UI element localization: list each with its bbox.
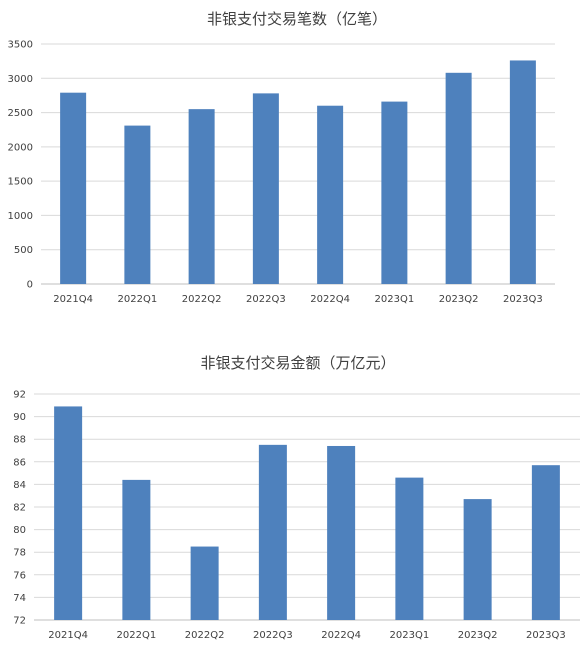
y-tick-label: 3500 xyxy=(8,40,33,51)
bar-2022Q2 xyxy=(188,109,215,285)
chart-title: 非银支付交易金额（万亿元） xyxy=(200,354,395,372)
bar-2023Q2 xyxy=(463,499,492,620)
x-tick-label: 2023Q1 xyxy=(375,294,415,305)
bar-2023Q3 xyxy=(531,465,560,620)
y-tick-label: 1500 xyxy=(8,177,33,188)
x-tick-label: 2023Q2 xyxy=(439,294,479,305)
y-tick-label: 76 xyxy=(13,570,26,581)
y-tick-label: 86 xyxy=(13,457,26,468)
y-tick-label: 500 xyxy=(14,245,33,256)
x-tick-label: 2022Q2 xyxy=(182,294,222,305)
bar-2022Q1 xyxy=(124,125,151,284)
x-tick-label: 2022Q3 xyxy=(246,294,286,305)
x-tick-label: 2023Q3 xyxy=(526,630,566,641)
x-tick-label: 2021Q4 xyxy=(53,294,93,305)
bar-2022Q3 xyxy=(258,444,287,620)
y-tick-label: 90 xyxy=(13,412,26,423)
y-tick-label: 72 xyxy=(13,616,26,627)
y-tick-label: 92 xyxy=(13,390,26,401)
x-tick-label: 2021Q4 xyxy=(48,630,88,641)
bar-2023Q3 xyxy=(509,60,536,285)
x-tick-label: 2022Q1 xyxy=(117,630,157,641)
y-tick-label: 88 xyxy=(13,435,26,446)
y-tick-label: 82 xyxy=(13,503,26,514)
x-tick-label: 2022Q1 xyxy=(118,294,158,305)
bar-2021Q4 xyxy=(54,406,83,620)
transaction-count-chart-svg: 非银支付交易笔数（亿笔） 0 500 1000 1500 2000 2500 3000 350… xyxy=(8,10,555,305)
x-tick-label: 2022Q4 xyxy=(310,294,350,305)
transaction-amount-chart: 非银支付交易金额（万亿元） 72 74 76 78 80 82 84 86 88 90 92 2021… xyxy=(0,340,586,652)
bar-2023Q1 xyxy=(395,477,424,620)
y-tick-label: 78 xyxy=(13,548,26,559)
bar-2023Q1 xyxy=(381,101,408,284)
chart-title: 非银支付交易笔数（亿笔） xyxy=(207,10,387,28)
y-tick-label: 2500 xyxy=(8,108,33,119)
y-tick-label: 84 xyxy=(13,480,26,491)
y-tick-label: 74 xyxy=(13,593,26,604)
y-tick-label: 1000 xyxy=(8,211,33,222)
x-tick-label: 2022Q4 xyxy=(321,630,361,641)
x-tick-label: 2022Q3 xyxy=(253,630,293,641)
y-tick-label: 2000 xyxy=(8,142,33,153)
bar-2023Q2 xyxy=(445,72,472,284)
transaction-count-chart: 非银支付交易笔数（亿笔） 0 500 1000 1500 2000 2500 3000 350… xyxy=(0,0,586,320)
y-tick-label: 0 xyxy=(27,280,33,291)
bar-2022Q4 xyxy=(317,105,344,284)
x-tick-label: 2022Q2 xyxy=(185,630,225,641)
bar-2022Q1 xyxy=(122,479,151,620)
transaction-amount-chart-svg: 非银支付交易金额（万亿元） 72 74 76 78 80 82 84 86 88 90 92 2021… xyxy=(13,354,580,641)
x-tick-label: 2023Q3 xyxy=(503,294,543,305)
y-tick-label: 80 xyxy=(13,525,26,536)
x-tick-label: 2023Q1 xyxy=(390,630,430,641)
x-tick-label: 2023Q2 xyxy=(458,630,498,641)
y-tick-label: 3000 xyxy=(8,74,33,85)
bar-2022Q3 xyxy=(252,93,279,284)
bar-2021Q4 xyxy=(60,92,87,284)
bar-2022Q4 xyxy=(327,445,356,620)
bar-2022Q2 xyxy=(190,546,219,620)
